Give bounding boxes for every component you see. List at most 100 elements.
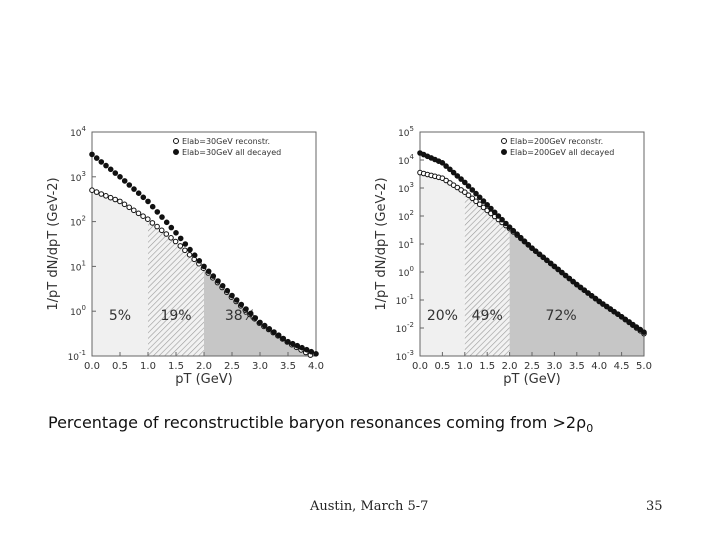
decayed-data-point (275, 332, 282, 338)
reconstr-data-point (476, 201, 483, 208)
reconstr-data-point (182, 247, 188, 254)
reconstr-data-point (168, 235, 174, 241)
decayed-data-point (238, 301, 245, 308)
legend-marker-0 (501, 138, 507, 144)
y-axis-label: 1/pT dN/dpT (GeV-2) (374, 177, 389, 310)
x-tick-label: 1.5 (479, 361, 495, 372)
decayed-data-point (618, 314, 625, 320)
decayed-data-point (117, 174, 123, 180)
decayed-data-point (149, 203, 156, 210)
reconstr-data-point (462, 189, 468, 195)
decayed-data-point (540, 254, 546, 261)
decayed-data-point (611, 308, 617, 315)
reconstr-data-point (465, 192, 472, 198)
decayed-data-point (622, 316, 629, 323)
decayed-data-point (603, 303, 610, 310)
reconstr-data-point (149, 220, 156, 226)
decayed-data-point (154, 209, 161, 215)
decayed-data-point (499, 216, 505, 223)
y-tick-label: 103 (398, 181, 414, 195)
legend-marker-0 (173, 138, 179, 144)
decayed-data-point (562, 272, 569, 279)
decayed-data-point (443, 163, 449, 169)
reconstr-data-point (172, 238, 179, 245)
decayed-data-point (454, 173, 461, 179)
reconstr-data-point (98, 191, 105, 197)
decayed-data-point (510, 227, 517, 234)
decayed-data-point (633, 324, 640, 330)
slide-caption: Percentage of reconstructible baryon res… (48, 413, 593, 435)
decayed-data-point (257, 319, 263, 326)
decayed-data-point (484, 202, 490, 208)
decayed-data-point (641, 329, 647, 335)
y-tick-label: 10-2 (396, 321, 414, 335)
decayed-data-point (607, 306, 614, 312)
reconstr-data-point (121, 201, 128, 208)
x-tick-label: 3.0 (252, 361, 268, 372)
decayed-data-point (294, 342, 301, 349)
region-label-0: 20% (427, 308, 458, 324)
decayed-data-point (121, 178, 128, 184)
decayed-data-point (450, 169, 457, 176)
decayed-data-point (131, 186, 137, 192)
x-tick-label: 1.0 (457, 361, 473, 372)
decayed-data-point (299, 344, 305, 351)
decayed-data-point (458, 176, 464, 182)
decayed-data-point (570, 278, 576, 285)
region-label-0: 5% (109, 308, 131, 324)
y-tick-label: 103 (70, 170, 86, 184)
decayed-data-point (313, 351, 319, 357)
caption-subscript: 0 (586, 422, 594, 436)
legend-label-1: Elab=30GeV all decayed (182, 148, 281, 157)
decayed-data-point (551, 263, 558, 270)
reconstr-data-point (454, 184, 461, 191)
decayed-data-point (173, 230, 179, 236)
decayed-data-point (140, 194, 147, 201)
decayed-data-point (480, 198, 487, 204)
decayed-data-point (159, 214, 165, 220)
chart-right: 20% 49% 72% 0.0 0.5 1.0 1.5 2.0 2.5 3.0 3.5 4.0 4.5 5… (368, 118, 668, 387)
x-tick-label: 3.5 (569, 361, 585, 372)
x-tick-label: 2.0 (196, 361, 212, 372)
x-tick-label: 2.0 (502, 361, 518, 372)
x-tick-label: 4.5 (614, 361, 630, 372)
chart-right-svg: 20% 49% 72% 0.0 0.5 1.0 1.5 2.0 2.5 3.0 3.5 4.0 4.5 5… (374, 125, 652, 387)
decayed-data-point (271, 329, 277, 335)
decayed-data-point (596, 298, 602, 305)
decayed-data-point (285, 338, 291, 345)
x-tick-label: 5.0 (636, 361, 652, 372)
x-axis-label: pT (GeV) (503, 372, 560, 387)
decayed-data-point (233, 297, 240, 303)
legend-marker-1 (501, 149, 507, 155)
decayed-data-point (465, 183, 472, 189)
decayed-data-point (476, 194, 483, 201)
decayed-data-point (532, 248, 539, 254)
decayed-data-point (201, 263, 207, 270)
x-tick-label: 3.0 (546, 361, 562, 372)
decayed-data-point (215, 278, 221, 284)
y-tick-label: 104 (398, 153, 414, 167)
decayed-data-point (503, 220, 509, 227)
decayed-data-point (107, 166, 114, 173)
region-label-2: 38% (225, 308, 256, 324)
decayed-data-point (615, 311, 621, 317)
decayed-data-point (488, 205, 494, 212)
decayed-data-point (637, 326, 644, 333)
decayed-data-point (224, 287, 231, 294)
y-tick-label: 102 (70, 215, 86, 229)
caption-text: Percentage of reconstructible baryon res… (48, 413, 587, 432)
decayed-data-point (308, 348, 315, 355)
decayed-data-point (600, 301, 606, 307)
region-0 (420, 172, 465, 356)
decayed-data-point (168, 224, 175, 231)
decayed-data-point (182, 241, 189, 247)
x-tick-label: 0.0 (84, 361, 100, 372)
decayed-data-point (630, 321, 636, 328)
decayed-data-point (98, 159, 105, 165)
reconstr-data-point (473, 198, 479, 205)
x-axis-label: pT (GeV) (175, 372, 232, 387)
decayed-data-point (261, 322, 268, 329)
decayed-data-point (191, 252, 198, 258)
legend-label-0: Elab=30GeV reconstr. (182, 137, 270, 146)
decayed-data-point (196, 258, 203, 264)
